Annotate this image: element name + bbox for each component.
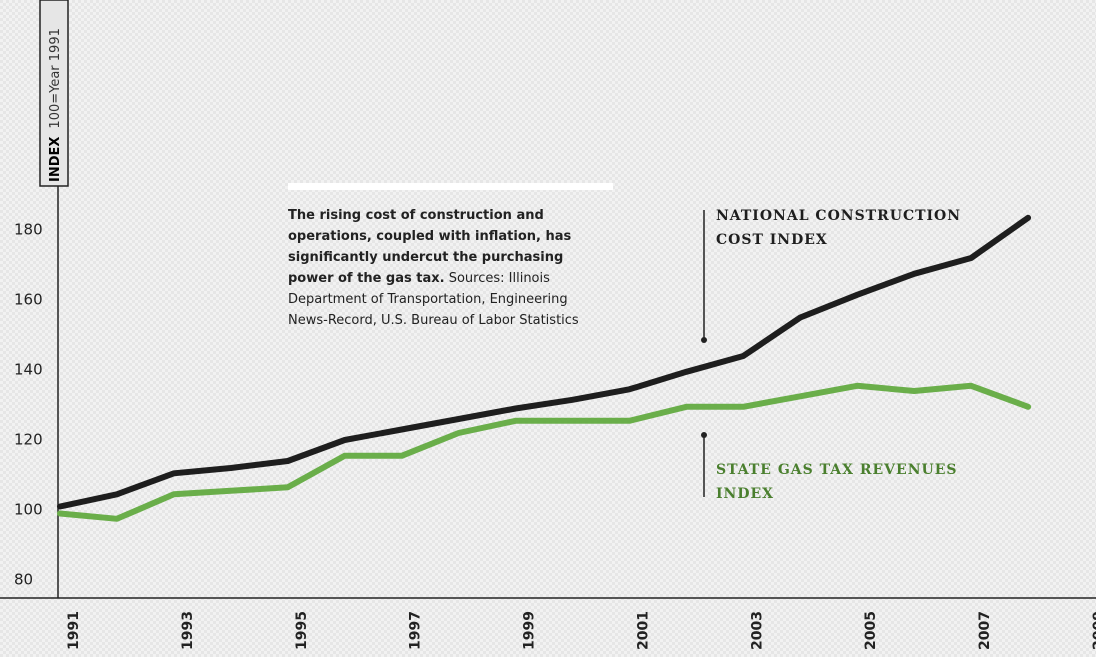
y-tick-label: 80: [14, 571, 33, 589]
x-tick-label: 2009: [1091, 611, 1096, 650]
y-tick-label: 160: [14, 291, 43, 309]
annotation: The rising cost of construction and oper…: [288, 205, 598, 331]
y-tick-label: 100: [14, 501, 43, 519]
x-tick-label: 1997: [408, 611, 424, 650]
annotation-text: Sources: Illinois Department of Transpor…: [288, 271, 579, 328]
y-label: INDEX 100=Year 1991: [48, 28, 63, 182]
y-tick-label: 180: [14, 221, 43, 239]
x-tick-label: 1991: [66, 611, 82, 650]
callout-dot: [701, 337, 707, 343]
series-line: [57, 214, 1032, 510]
legend-label: STATE GAS TAX REVENUES INDEX: [716, 462, 958, 502]
x-tick-label: 1999: [522, 611, 538, 650]
x-tick-label: 1995: [294, 611, 310, 650]
x-tick-label: 2005: [863, 611, 879, 650]
y-label-note: 100=Year 1991: [48, 28, 63, 128]
x-tick-label: 1993: [180, 611, 196, 650]
x-tick-label: 2003: [749, 611, 765, 650]
legend-label: NATIONAL CONSTRUCTION COST INDEX: [716, 208, 962, 248]
y-label-main: INDEX: [48, 137, 63, 182]
x-tick-label: 2001: [635, 611, 651, 650]
series-line: [57, 382, 1032, 522]
y-tick-label: 140: [14, 361, 43, 379]
x-tick-label: 2007: [977, 611, 993, 650]
callout-dot: [701, 432, 707, 438]
y-tick-label: 120: [14, 431, 43, 449]
y-label-box: [39, 0, 69, 187]
note-bar: [288, 183, 613, 190]
annotation-bold: The rising cost of construction and oper…: [288, 208, 572, 286]
